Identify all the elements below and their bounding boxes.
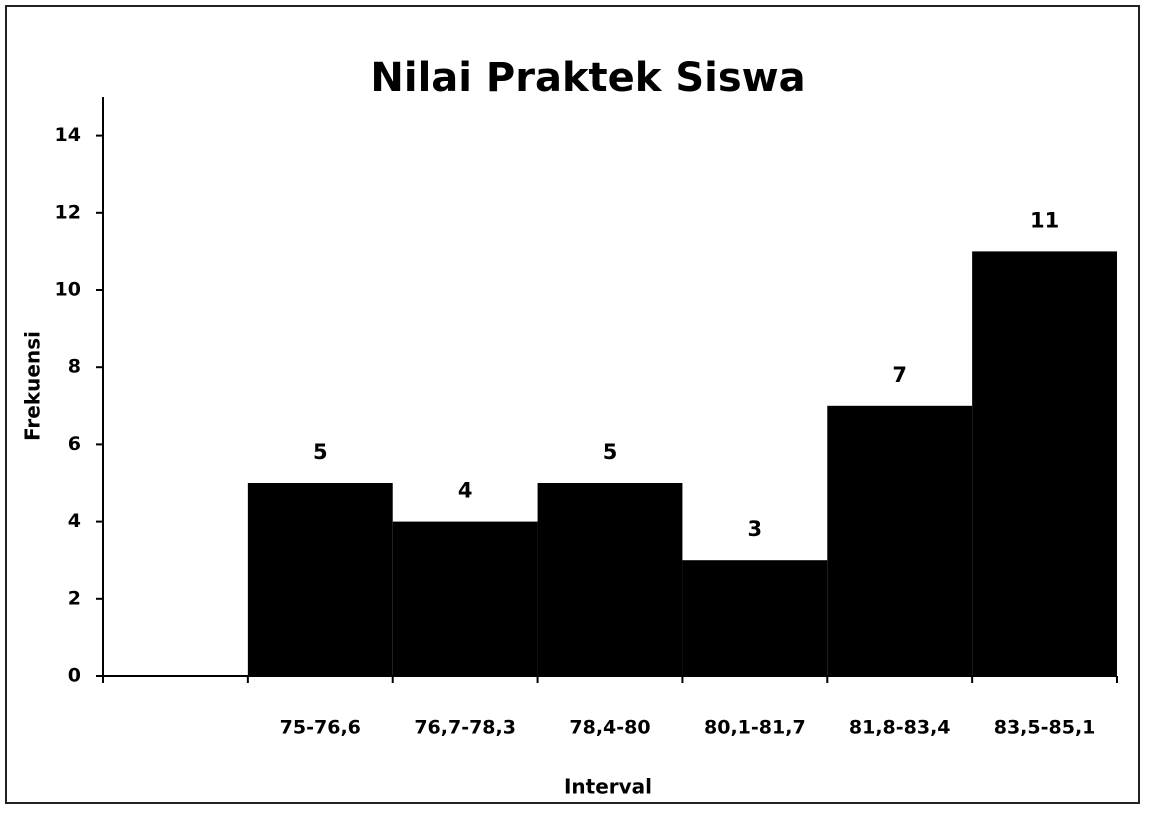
x-tick-label: 75-76,6 [280, 717, 361, 739]
data-label: 11 [1030, 208, 1059, 232]
chart-frame [5, 5, 1140, 804]
y-tick-label: 0 [68, 665, 81, 687]
bar [392, 521, 538, 676]
y-tick-label: 10 [55, 279, 81, 301]
x-tick-label: 78,4-80 [569, 717, 650, 739]
bar [537, 483, 683, 676]
data-label: 7 [892, 363, 907, 387]
x-tick-label: 80,1-81,7 [704, 717, 806, 739]
x-tick-label: 76,7-78,3 [414, 717, 516, 739]
data-label: 5 [603, 440, 618, 464]
bar [827, 405, 973, 676]
data-label: 4 [458, 479, 473, 503]
x-tick-label: 81,8-83,4 [849, 717, 951, 739]
y-tick-label: 6 [68, 433, 81, 455]
y-tick-label: 2 [68, 587, 81, 609]
x-tick-label: 83,5-85,1 [994, 717, 1096, 739]
data-label: 3 [748, 517, 763, 541]
y-tick-label: 12 [55, 201, 81, 223]
y-tick-label: 14 [55, 124, 81, 146]
bar [247, 483, 393, 676]
y-tick-label: 4 [68, 510, 81, 532]
y-axis-label: Frekuensi [21, 331, 45, 441]
x-axis-label: Interval [564, 775, 652, 799]
bar [972, 251, 1117, 676]
chart-title: Nilai Praktek Siswa [370, 55, 805, 101]
y-tick-label: 8 [68, 356, 81, 378]
data-label: 5 [313, 440, 328, 464]
bar [682, 560, 828, 676]
